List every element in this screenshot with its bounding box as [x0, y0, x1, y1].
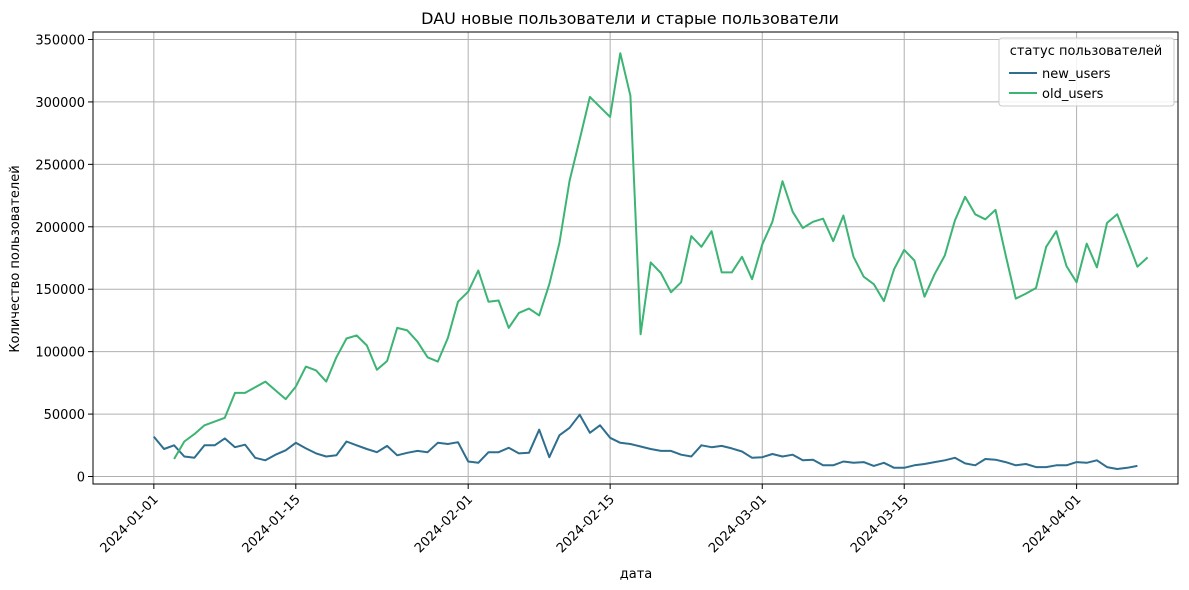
legend-title: статус пользователей	[1010, 44, 1162, 59]
plot-frame	[92, 31, 1179, 485]
y-tick-label: 50000	[44, 408, 85, 423]
legend-label-new-users: new_users	[1042, 67, 1111, 82]
series-line-new-users	[153, 413, 1138, 470]
y-tick-label: 350000	[35, 33, 85, 48]
grid	[93, 32, 1178, 484]
y-tick-label: 100000	[35, 346, 85, 361]
y-tick-label: 200000	[35, 221, 85, 236]
y-tick-label: 250000	[35, 158, 85, 173]
x-tick-label: 2024-02-01	[412, 492, 476, 556]
y-axis: 0 50000 100000 150000 200000 250000 300000 3500…	[35, 33, 93, 486]
x-tick-label: 2024-01-15	[240, 492, 304, 556]
plot-area	[153, 52, 1149, 470]
y-tick-label: 300000	[35, 96, 85, 111]
x-tick-label: 2024-03-15	[848, 492, 912, 556]
x-axis: 2024-01-01 2024-01-15 2024-02-01 2024-02-15…	[98, 484, 1084, 556]
series-line-old-users	[173, 52, 1149, 460]
y-tick-label: 0	[77, 471, 85, 486]
legend-label-old-users: old_users	[1042, 87, 1104, 102]
y-axis-title: Количество пользователей	[8, 165, 23, 352]
chart-title: DAU новые пользователи и старые пользова…	[421, 9, 839, 28]
x-tick-label: 2024-01-01	[98, 492, 162, 556]
legend-box	[998, 37, 1175, 107]
x-tick-label: 2024-04-01	[1020, 492, 1084, 556]
x-axis-title: дата	[620, 567, 653, 582]
x-tick-label: 2024-02-15	[554, 492, 618, 556]
legend: статус пользователей new_users old_users	[998, 37, 1175, 107]
x-tick-label: 2024-03-01	[706, 492, 770, 556]
y-tick-label: 150000	[35, 283, 85, 298]
